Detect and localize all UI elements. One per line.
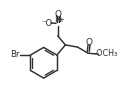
Text: Br: Br (10, 50, 20, 59)
Text: ⁻O: ⁻O (42, 19, 53, 28)
Text: O: O (54, 10, 61, 19)
Text: O: O (85, 38, 92, 47)
Text: +: + (58, 17, 64, 23)
Text: N: N (54, 15, 61, 24)
Text: -OCH₃: -OCH₃ (94, 49, 118, 58)
